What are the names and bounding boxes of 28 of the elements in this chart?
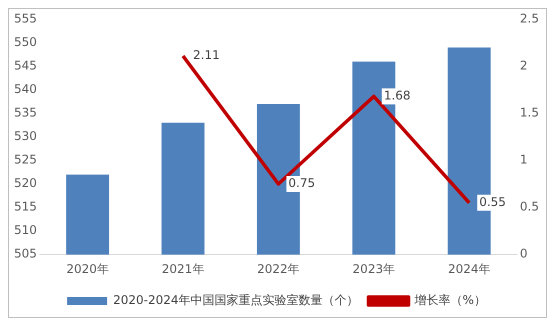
- x-tick-label: 2020年: [66, 262, 109, 276]
- y2-tick-label: 0: [520, 246, 528, 261]
- legend-label: 2020-2024年中国国家重点实验室数量（个）: [113, 293, 359, 308]
- y-tick-label: 550: [14, 34, 37, 49]
- y-tick-label: 540: [14, 82, 37, 96]
- y-tick-label: 505: [14, 246, 37, 261]
- y-tick-label: 555: [14, 11, 37, 26]
- x-tick-label: 2024年: [448, 262, 490, 276]
- y2-tick-label: 2: [520, 58, 528, 72]
- data-label: 2.11: [193, 48, 220, 62]
- x-tick-label: 2023年: [352, 262, 396, 276]
- y-tick-label: 510: [14, 223, 37, 238]
- x-tick-label: 2022年: [257, 262, 300, 276]
- y2-tick-label: 1: [520, 152, 528, 167]
- y-tick-label: 530: [14, 129, 37, 144]
- data-label: 0.75: [288, 176, 316, 190]
- y-tick-label: 525: [14, 152, 37, 167]
- data-label: 0.55: [479, 194, 506, 209]
- y2-tick-label: 1.5: [520, 105, 540, 120]
- legend-label: 增长率（%）: [414, 293, 486, 308]
- y2-tick-label: 0.5: [520, 200, 540, 214]
- y-tick-label: 515: [14, 200, 37, 214]
- y-tick-label: 535: [14, 105, 37, 120]
- y-tick-label: 545: [14, 58, 37, 72]
- data-label: 1.68: [384, 88, 411, 103]
- y-tick-label: 520: [14, 176, 37, 190]
- x-tick-label: 2021年: [162, 262, 204, 276]
- y2-tick-label: 2.5: [520, 11, 540, 26]
